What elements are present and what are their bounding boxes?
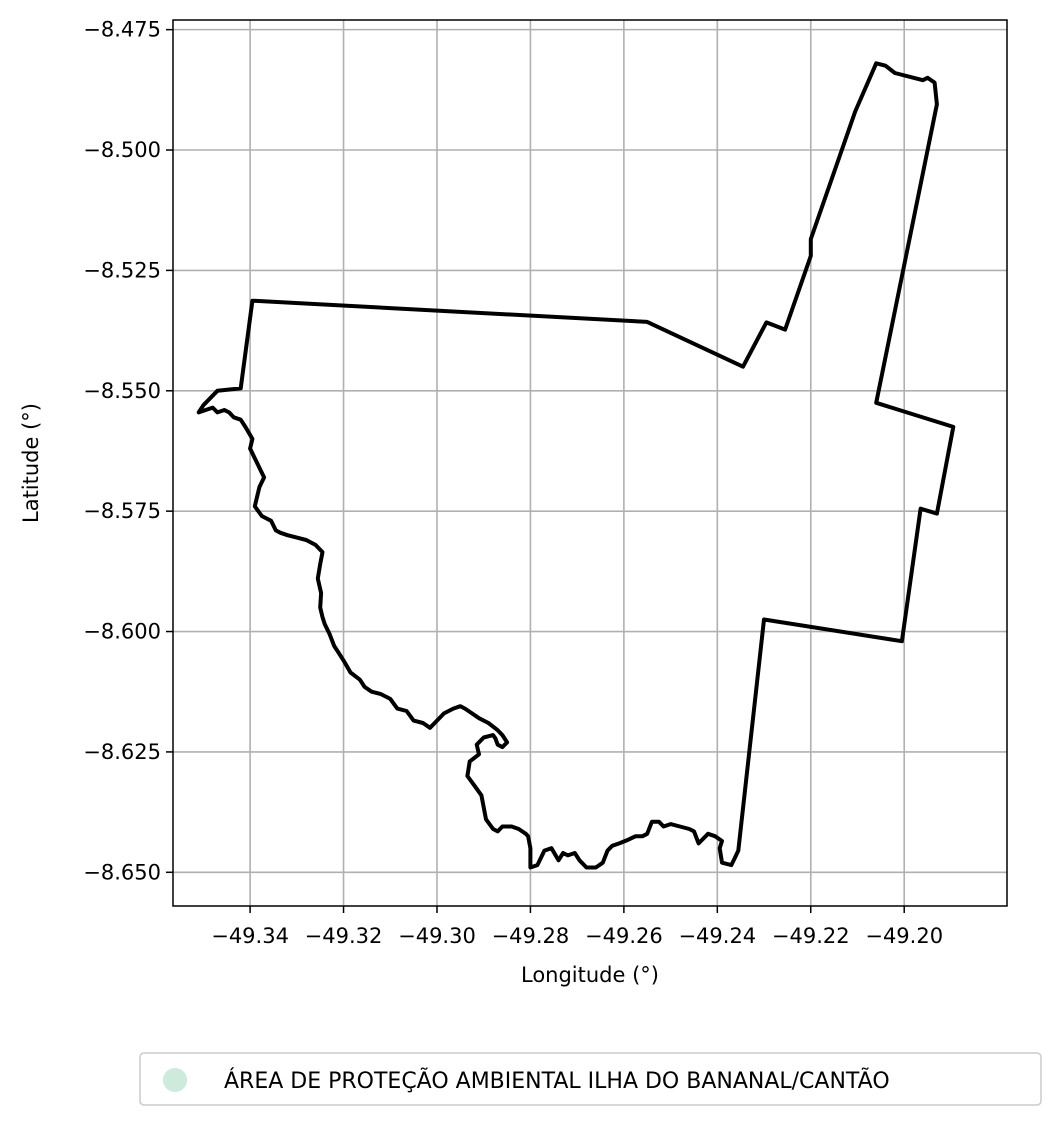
x-tick-label: −49.22 [772,924,850,948]
legend-box [139,1052,1042,1106]
plot-frame [172,19,1008,907]
x-tick-label: −49.24 [678,924,756,948]
legend-marker [163,1068,187,1092]
y-tick-label: −8.475 [83,18,161,42]
y-axis-label: Latitude (°) [19,403,43,523]
x-tick-label: −49.26 [585,924,663,948]
y-tick-label: −8.550 [83,379,161,403]
y-tick-label: −8.600 [83,620,161,644]
x-tick-label: −49.32 [305,924,383,948]
x-axis-ticks: −49.34 −49.32 −49.30 −49.28 −49.26 −49.24 −49.… [211,906,943,948]
grid-lines [173,20,1007,906]
protected-area-boundary [196,61,956,870]
x-tick-label: −49.28 [492,924,570,948]
y-axis-ticks: −8.475 −8.500 −8.525 −8.550 −8.575 −8.600 −8.6… [83,18,173,884]
y-tick-label: −8.500 [83,138,161,162]
legend-label: ÁREA DE PROTEÇÃO AMBIENTAL ILHA DO BANAN… [224,1067,890,1094]
x-tick-label: −49.30 [398,924,476,948]
y-tick-label: −8.525 [83,258,161,282]
legend: ÁREA DE PROTEÇÃO AMBIENTAL ILHA DO BANAN… [139,1052,1042,1106]
x-axis-label: Longitude (°) [521,963,659,987]
y-tick-label: −8.575 [83,499,161,523]
y-tick-label: −8.650 [83,860,161,884]
y-tick-label: −8.625 [83,740,161,764]
x-tick-label: −49.34 [211,924,289,948]
x-tick-label: −49.20 [865,924,943,948]
